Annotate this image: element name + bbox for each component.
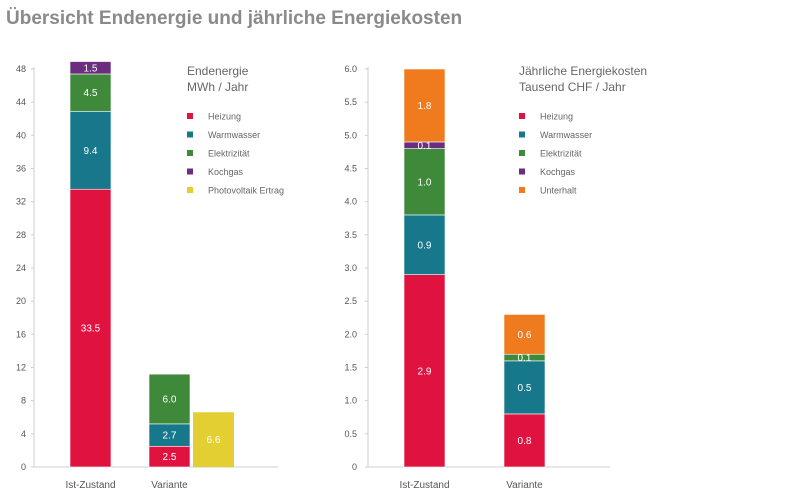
chart2-data-label-ist-zustand-heizung: 2.9 [418, 366, 432, 377]
chart1-legend-label-warmwasser: Warmwasser [208, 130, 260, 140]
chart1-legend-label-heizung: Heizung [208, 112, 241, 122]
chart2-data-label-ist-zustand-unterhalt: 1.8 [418, 101, 432, 112]
chart1-y-tick-label: 4 [21, 429, 26, 439]
chart1-title: Endenergie [187, 64, 249, 78]
chart2-legend-swatch-warmwasser [519, 131, 525, 138]
chart2-bar-variante-heizung [503, 413, 546, 468]
chart2-bar-ist-zustand-warmwasser [403, 214, 446, 275]
chart1-bar-ist-zustand-elektrizitaet [69, 73, 112, 112]
chart1-subtitle: MWh / Jahr [187, 80, 248, 94]
chart2-data-label-variante-elektrizitaet: 0.1 [518, 353, 532, 364]
chart1-y-tick-label: 44 [16, 97, 26, 107]
chart2-x-label-variante: Variante [506, 480, 543, 491]
chart1-bar-ist-zustand-heizung [69, 188, 112, 468]
chart1-data-label-variante-warmwasser: 2.7 [163, 431, 177, 442]
chart1-bar-ist-zustand-kochgas [69, 61, 112, 75]
chart2-legend-swatch-elektrizitaet [519, 150, 525, 156]
chart2-legend-label-elektrizitaet: Elektrizität [540, 149, 582, 159]
chart1-y-tick-label: 20 [16, 296, 26, 306]
chart1-y-tick-label: 28 [16, 230, 26, 240]
chart2-legend-label-heizung: Heizung [540, 112, 573, 122]
chart1-y-tick-label: 36 [16, 164, 26, 174]
chart1-legend-swatch-warmwasser [187, 131, 193, 138]
chart2-y-tick-label: 4.0 [344, 197, 357, 207]
chart2-legend-label-warmwasser: Warmwasser [540, 130, 592, 140]
chart1-data-label-ist-zustand-elektrizitaet: 4.5 [84, 88, 98, 99]
chart1-data-label-variante-elektrizitaet: 6.0 [163, 395, 177, 406]
chart2-y-tick-label: 0.5 [344, 429, 357, 439]
chart2-bar-ist-zustand-elektrizitaet [403, 148, 446, 216]
chart2-data-label-variante-unterhalt: 0.6 [518, 330, 532, 341]
chart2-y-tick-label: 1.0 [344, 396, 357, 406]
chart1-y-tick-label: 12 [16, 363, 26, 373]
chart2-x-label-ist-zustand: Ist-Zustand [399, 480, 449, 491]
chart1-data-label-ist-zustand-warmwasser: 9.4 [84, 146, 98, 157]
chart2-y-tick-label: 5.5 [344, 97, 357, 107]
chart1-legend-label-kochgas: Kochgas [208, 167, 244, 177]
chart2-title: Jährliche Energiekosten [519, 64, 647, 78]
chart2-y-tick-label: 0 [352, 462, 357, 472]
chart2-y-tick-label: 3.0 [344, 263, 357, 273]
chart1-y-tick-label: 0 [21, 462, 26, 472]
chart2-legend-swatch-kochgas [519, 168, 525, 175]
chart1-y-tick-label: 32 [16, 197, 26, 207]
chart1-legend-swatch-photovoltaik-ertrag [187, 187, 193, 193]
chart2-y-tick-label: 3.5 [344, 230, 357, 240]
chart2-legend-label-unterhalt: Unterhalt [540, 186, 577, 196]
chart1-legend-label-elektrizitaet: Elektrizität [208, 149, 250, 159]
chart2-y-tick-label: 2.5 [344, 296, 357, 306]
chart1-y-tick-label: 16 [16, 329, 26, 339]
chart1-bar-ist-zustand-warmwasser [69, 110, 112, 190]
chart2-legend-swatch-unterhalt [519, 187, 525, 193]
chart1-y-tick-label: 48 [16, 64, 26, 74]
chart2-y-tick-label: 4.5 [344, 164, 357, 174]
chart1-x-label-variante: Variante [151, 480, 188, 491]
chart2-data-label-ist-zustand-warmwasser: 0.9 [418, 240, 432, 251]
chart1-data-label-variante-heizung: 2.5 [163, 452, 177, 463]
chart1-y-tick-label: 40 [16, 130, 26, 140]
chart1-y-tick-label: 24 [16, 263, 26, 273]
chart1-y-tick-label: 8 [21, 396, 26, 406]
chart2-y-tick-label: 6.0 [344, 64, 357, 74]
chart2-bar-variante-unterhalt [503, 314, 546, 355]
chart1-legend-swatch-heizung [187, 113, 193, 119]
chart2-subtitle: Tausend CHF / Jahr [519, 80, 626, 94]
chart2-data-label-variante-warmwasser: 0.5 [518, 383, 532, 394]
chart2-y-tick-label: 2.0 [344, 329, 357, 339]
chart2-y-tick-label: 1.5 [344, 363, 357, 373]
chart2-data-label-ist-zustand-elektrizitaet: 1.0 [418, 177, 432, 188]
chart2-y-tick-label: 5.0 [344, 130, 357, 140]
page-title: Übersicht Endenergie und jährliche Energ… [6, 8, 463, 29]
chart1-bar-variante-elektrizitaet [148, 373, 191, 425]
chart1-legend-swatch-kochgas [187, 168, 193, 175]
chart2-bar-ist-zustand-unterhalt [403, 68, 446, 143]
chart2-legend-label-kochgas: Kochgas [540, 167, 576, 177]
chart1-bar-photovoltaik-ertrag [193, 412, 234, 467]
chart2-bar-ist-zustand-heizung [403, 274, 446, 468]
chart2-data-label-ist-zustand-kochgas: 0.1 [418, 141, 432, 152]
chart1-data-label-photovoltaik-ertrag: 6.6 [207, 435, 221, 446]
chart1-legend-label-photovoltaik-ertrag: Photovoltaik Ertrag [208, 186, 284, 196]
chart1-x-label-ist-zustand: Ist-Zustand [65, 480, 115, 491]
chart1-legend-swatch-elektrizitaet [187, 150, 193, 156]
chart1-data-label-ist-zustand-heizung: 33.5 [81, 324, 101, 335]
chart2-bar-variante-warmwasser [503, 360, 546, 415]
chart1-data-label-ist-zustand-kochgas: 1.5 [84, 63, 98, 74]
chart2-data-label-variante-heizung: 0.8 [518, 436, 532, 447]
chart2-legend-swatch-heizung [519, 113, 525, 119]
